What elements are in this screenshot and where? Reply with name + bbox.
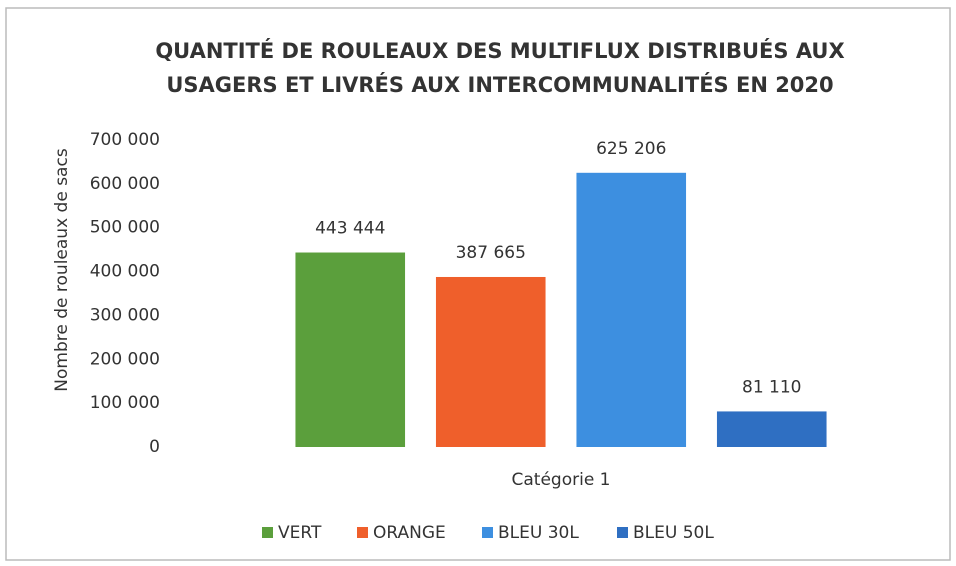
y-tick-label: 400 000: [90, 262, 160, 282]
data-label: 81 110: [742, 377, 801, 397]
bar: [716, 411, 827, 447]
chart-title: QUANTITÉ DE ROULEAUX DES MULTIFLUX DISTR…: [155, 38, 844, 63]
bar: [576, 172, 687, 448]
bar: [295, 252, 406, 447]
legend-swatch: [482, 527, 493, 538]
data-label: 443 444: [315, 219, 385, 239]
data-label: 625 206: [596, 139, 666, 159]
bar: [435, 276, 546, 447]
legend-label: BLEU 30L: [498, 523, 579, 543]
chart-title: USAGERS ET LIVRÉS AUX INTERCOMMUNALITÉS …: [166, 72, 833, 97]
data-label: 387 665: [456, 243, 526, 263]
y-tick-label: 700 000: [90, 130, 160, 150]
y-tick-label: 100 000: [90, 393, 160, 413]
legend-label: ORANGE: [373, 523, 446, 543]
y-tick-label: 600 000: [90, 174, 160, 194]
legend-swatch: [262, 527, 273, 538]
legend-swatch: [357, 527, 368, 538]
x-tick-label: Catégorie 1: [512, 470, 611, 490]
y-tick-label: 200 000: [90, 349, 160, 369]
legend-swatch: [617, 527, 628, 538]
y-tick-label: 300 000: [90, 305, 160, 325]
y-axis-label: Nombre de rouleaux de sacs: [52, 148, 72, 392]
legend-label: BLEU 50L: [633, 523, 714, 543]
y-tick-label: 0: [149, 437, 160, 457]
legend-label: VERT: [278, 523, 322, 543]
y-tick-label: 500 000: [90, 218, 160, 238]
